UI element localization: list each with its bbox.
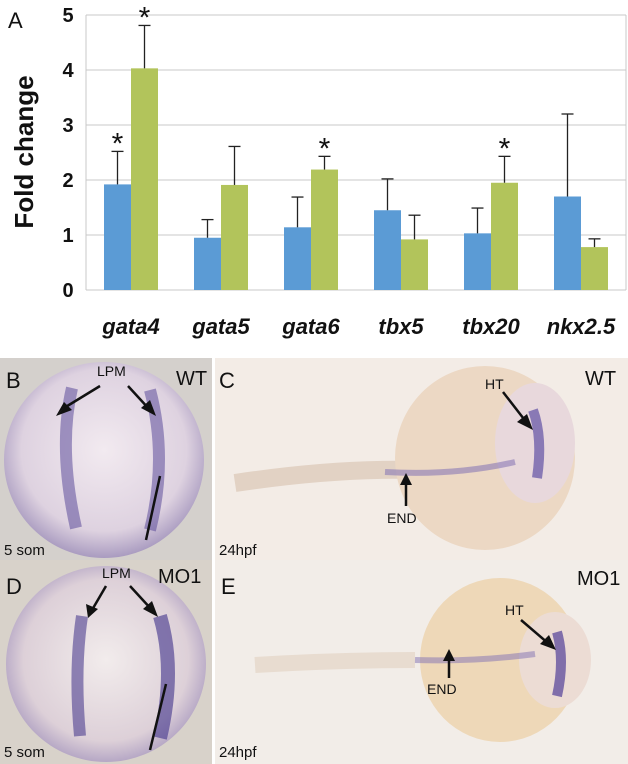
x-category-labels: gata4 gata5 gata6 tbx5 tbx20 nkx2.5	[101, 314, 616, 339]
y-tick-3: 3	[62, 115, 73, 137]
x-category-nkx2.5: nkx2.5	[547, 314, 616, 339]
significance-mark-3: *	[499, 132, 511, 165]
x-category-tbx20: tbx20	[462, 314, 520, 339]
gridlines	[85, 14, 627, 291]
bar-nkx2.5-s0	[554, 196, 581, 290]
condition-label-d: MO1	[158, 566, 202, 588]
embryo-5som-wt	[4, 362, 204, 558]
bar-tbx5-s0	[374, 210, 401, 290]
y-tick-0: 0	[62, 280, 73, 302]
y-tick-4: 4	[62, 60, 74, 82]
stage-label-b: 5 som	[4, 542, 45, 559]
panel-label-e: E	[221, 574, 236, 599]
bar-tbx20-s1	[491, 182, 518, 290]
bar-gata4-s1	[131, 68, 158, 290]
lpm-label-d: LPM	[102, 565, 131, 581]
stage-label-e: 24hpf	[219, 744, 257, 761]
y-tick-1: 1	[62, 225, 73, 247]
condition-label-b: WT	[176, 368, 208, 390]
bar-gata4-s0	[104, 184, 131, 290]
significance-mark-0: *	[112, 127, 124, 160]
x-category-gata5: gata5	[191, 314, 250, 339]
y-tick-2: 2	[62, 170, 73, 192]
condition-label-e: MO1	[577, 568, 621, 590]
condition-label-c: WT	[585, 368, 617, 390]
embryo-24hpf-wt	[233, 366, 575, 550]
y-tick-labels: 0 1 2 3 4 5	[62, 5, 74, 302]
bar-gata5-s1	[221, 184, 248, 290]
bar-gata6-s1	[311, 169, 338, 290]
stage-label-c: 24hpf	[219, 542, 257, 559]
ht-label-c: HT	[485, 376, 504, 392]
error-bars	[111, 24, 601, 248]
lpm-label-b: LPM	[97, 363, 126, 379]
significance-mark-1: *	[139, 1, 151, 34]
panel-b: B LPM WT 5 som	[0, 358, 212, 563]
panel-d: D LPM MO1 5 som	[0, 560, 212, 764]
stage-label-d: 5 som	[4, 744, 45, 761]
embryo-5som-mo1	[6, 566, 206, 762]
bars	[104, 68, 608, 290]
bar-gata5-s0	[194, 237, 221, 290]
panel-label-b: B	[6, 368, 21, 393]
panel-label-c: C	[219, 368, 235, 393]
y-tick-5: 5	[62, 5, 73, 27]
panel-label-d: D	[6, 574, 22, 599]
x-category-gata6: gata6	[281, 314, 340, 339]
bar-tbx5-s1	[401, 239, 428, 290]
embryo-24hpf-mo1	[254, 578, 591, 742]
y-axis-label: Fold change	[9, 75, 39, 228]
significance-marks: * * * *	[112, 1, 511, 165]
x-category-tbx5: tbx5	[378, 314, 424, 339]
x-category-gata4: gata4	[101, 314, 159, 339]
panel-label-a: A	[8, 8, 23, 33]
bar-tbx20-s0	[464, 233, 491, 290]
bar-nkx2.5-s1	[581, 247, 608, 290]
panel-e: E MO1 HT END 24hpf	[215, 560, 628, 764]
panel-c: C WT HT END 24hpf	[215, 358, 628, 563]
end-label-c: END	[387, 510, 417, 526]
significance-mark-2: *	[319, 132, 331, 165]
bar-gata6-s0	[284, 227, 311, 290]
end-label-e: END	[427, 681, 457, 697]
ht-label-e: HT	[505, 602, 524, 618]
